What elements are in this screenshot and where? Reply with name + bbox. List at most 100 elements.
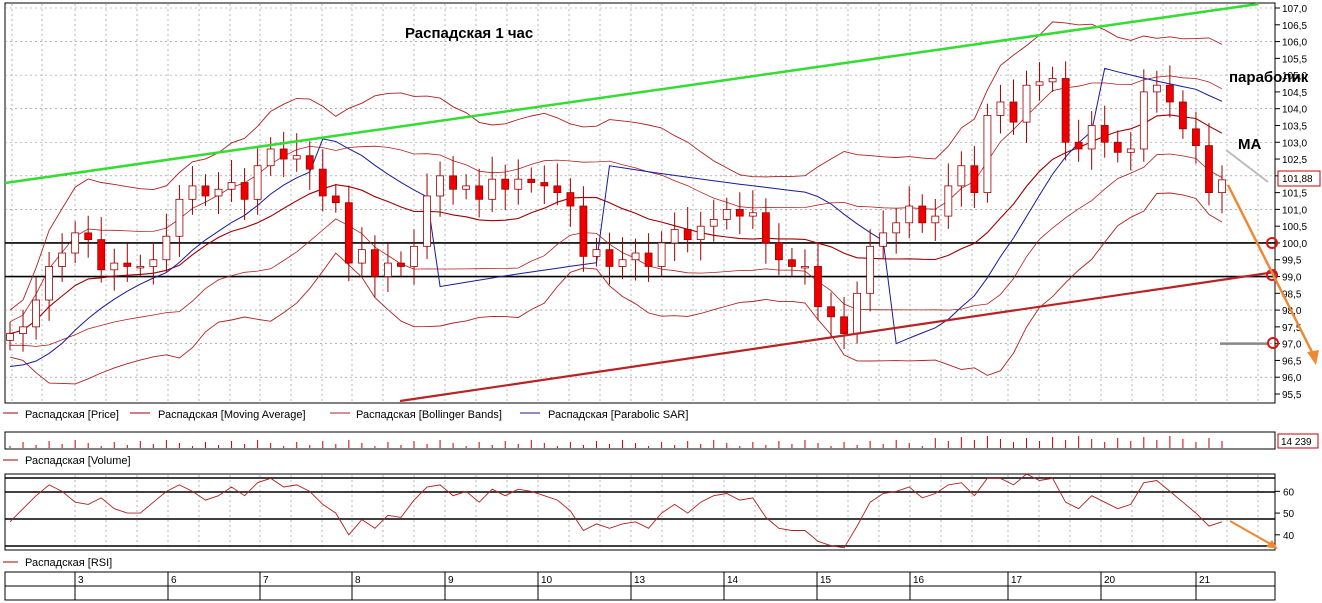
candle-up xyxy=(58,252,67,267)
candle-down xyxy=(1192,128,1200,147)
y-tick-label: 99,0 xyxy=(1282,273,1302,284)
rsi-arrow xyxy=(1229,520,1275,547)
candle-down xyxy=(240,182,249,200)
y-tick-label: 105,0 xyxy=(1282,71,1307,82)
candle-up xyxy=(944,185,953,217)
date-axis: 3 6 7 8 9 10 13 14 15 16 17 20 21 xyxy=(4,571,1276,601)
candle-down xyxy=(644,252,653,267)
candle-down xyxy=(1061,78,1070,143)
y-tick-label: 100,0 xyxy=(1282,239,1307,250)
candle-up xyxy=(45,266,53,301)
candle-down xyxy=(318,168,327,197)
ma-pointer xyxy=(1225,149,1269,183)
candle-up xyxy=(748,212,757,217)
candle-up xyxy=(905,205,914,224)
candle-down xyxy=(788,259,796,267)
candle-up xyxy=(136,266,145,269)
annotation-parabolic: параболик xyxy=(1229,69,1309,86)
parabolic-sar xyxy=(9,67,1223,367)
y-tick-label: 104,0 xyxy=(1282,105,1307,116)
candle-down xyxy=(371,249,379,277)
candle-down xyxy=(605,249,614,267)
candle-up xyxy=(110,262,119,271)
candle-down xyxy=(683,229,692,241)
candle-up xyxy=(1048,78,1057,83)
candle-down xyxy=(201,185,210,197)
candle-down xyxy=(475,185,484,200)
candle-down xyxy=(970,165,979,194)
y-tick-label: 97,5 xyxy=(1282,323,1302,334)
y-tick-label: 101,5 xyxy=(1282,189,1307,200)
y-tick-label: 96,5 xyxy=(1282,356,1302,367)
y-tick-label: 105,5 xyxy=(1282,54,1307,65)
lower-trend-line xyxy=(399,270,1276,403)
price-plot-frame xyxy=(4,2,1276,404)
rsi-levels xyxy=(5,477,1275,547)
candle-up xyxy=(1152,84,1161,93)
bollinger-mid-lower xyxy=(10,153,1223,347)
candle-down xyxy=(1100,125,1109,143)
date-label: 7 xyxy=(263,575,269,586)
candle-up xyxy=(162,235,171,261)
candle-up xyxy=(71,232,80,254)
rsi-panel: 40 50 60 Распадская [RSI] xyxy=(3,473,1295,569)
candle-up xyxy=(879,232,888,247)
forecast-arrowhead xyxy=(1307,350,1319,365)
candle-down xyxy=(1179,101,1187,130)
rsi-y-axis: 40 50 60 xyxy=(1275,487,1295,542)
y-tick-label: 100,5 xyxy=(1282,222,1307,233)
candle-up xyxy=(801,266,809,269)
legend-volume: Распадская [Volume] xyxy=(25,455,131,467)
candle-up xyxy=(957,165,966,187)
price-legend: Распадская [Price] Распадская [Moving Av… xyxy=(3,409,688,421)
candle-up xyxy=(6,333,14,341)
candle-down xyxy=(501,178,510,190)
volume-last-box xyxy=(1277,433,1319,449)
moving-average-line xyxy=(9,114,1223,335)
volume-bars xyxy=(9,436,1223,448)
date-label: 3 xyxy=(78,575,84,586)
candle-up xyxy=(488,178,497,200)
candle-down xyxy=(305,155,314,170)
candle-down xyxy=(344,202,353,264)
candle-up xyxy=(631,252,640,261)
candle-up xyxy=(996,101,1005,116)
bollinger-lower xyxy=(9,192,1223,385)
forecast-arrow xyxy=(1226,184,1318,361)
candle-up xyxy=(423,195,431,247)
date-label: 6 xyxy=(171,575,177,586)
y-tick-label: 106,5 xyxy=(1282,21,1307,32)
price-grid xyxy=(5,4,1275,402)
y-tick-label: 99,5 xyxy=(1282,256,1302,267)
level-marker xyxy=(1267,337,1279,349)
candle-up xyxy=(19,326,27,334)
rsi-tick-label: 60 xyxy=(1283,487,1295,498)
candle-up xyxy=(618,259,627,267)
date-label: 13 xyxy=(634,575,646,586)
candle-down xyxy=(735,208,744,217)
candle-down xyxy=(918,205,927,224)
candle-down xyxy=(1113,141,1122,153)
candle-up xyxy=(892,222,901,234)
level-marker xyxy=(1266,237,1278,249)
legend-price: Распадская [Price] xyxy=(25,409,119,421)
date-label: 14 xyxy=(727,575,739,586)
rsi-line xyxy=(9,473,1223,549)
volume-panel: 14 239 Распадская [Volume] xyxy=(3,431,1319,467)
y-tick-label: 98,5 xyxy=(1282,289,1302,300)
candle-up xyxy=(175,198,184,237)
bollinger-bands xyxy=(9,21,1223,385)
date-label: 16 xyxy=(913,575,925,586)
legend-ma: Распадская [Moving Average] xyxy=(158,409,306,421)
bollinger-upper xyxy=(9,21,1223,311)
candle-down xyxy=(840,316,848,334)
legend-bb: Распадская [Bollinger Bands] xyxy=(356,409,502,421)
y-tick-label: 103,5 xyxy=(1282,121,1307,132)
rsi-arrowhead xyxy=(1266,540,1278,549)
candle-up xyxy=(657,242,666,267)
date-label: 15 xyxy=(820,575,832,586)
candle-up xyxy=(357,249,366,264)
candle-up xyxy=(1218,179,1226,194)
candle-down xyxy=(566,192,575,207)
